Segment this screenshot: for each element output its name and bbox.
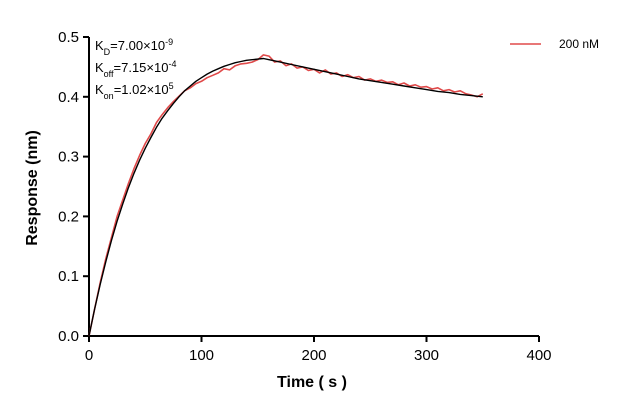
kinetic-constant-label: KD=7.00×10-9	[95, 37, 173, 57]
x-tick-label: 0	[85, 347, 93, 364]
y-tick-label: 0.4	[58, 89, 79, 106]
x-tick-label: 300	[414, 347, 439, 364]
x-tick-label: 100	[189, 347, 214, 364]
legend: 200 nM	[510, 37, 599, 51]
kinetic-constant-label: Kon=1.02×105	[95, 81, 174, 101]
x-axis-title: Time ( s )	[277, 374, 347, 391]
y-tick-label: 0.2	[58, 208, 79, 225]
y-axis-title: Response (nm)	[24, 130, 41, 246]
y-tick-label: 0.5	[58, 29, 79, 46]
y-tick-label: 0.1	[58, 268, 79, 285]
x-tick-label: 400	[526, 347, 551, 364]
fit-curve	[88, 57, 483, 337]
series-line-200-nm	[88, 54, 484, 337]
kinetic-constant-label: Koff=7.15×10-4	[95, 59, 176, 79]
plot-lines	[88, 54, 484, 337]
y-tick-label: 0.3	[58, 149, 79, 166]
y-tick-label: 0.0	[58, 328, 79, 345]
x-tick-label: 200	[301, 347, 326, 364]
axes: 0.0 0.1 0.2 0.3 0.4 0.5 0 100 200 300 400	[58, 29, 551, 364]
legend-label: 200 nM	[559, 37, 599, 51]
